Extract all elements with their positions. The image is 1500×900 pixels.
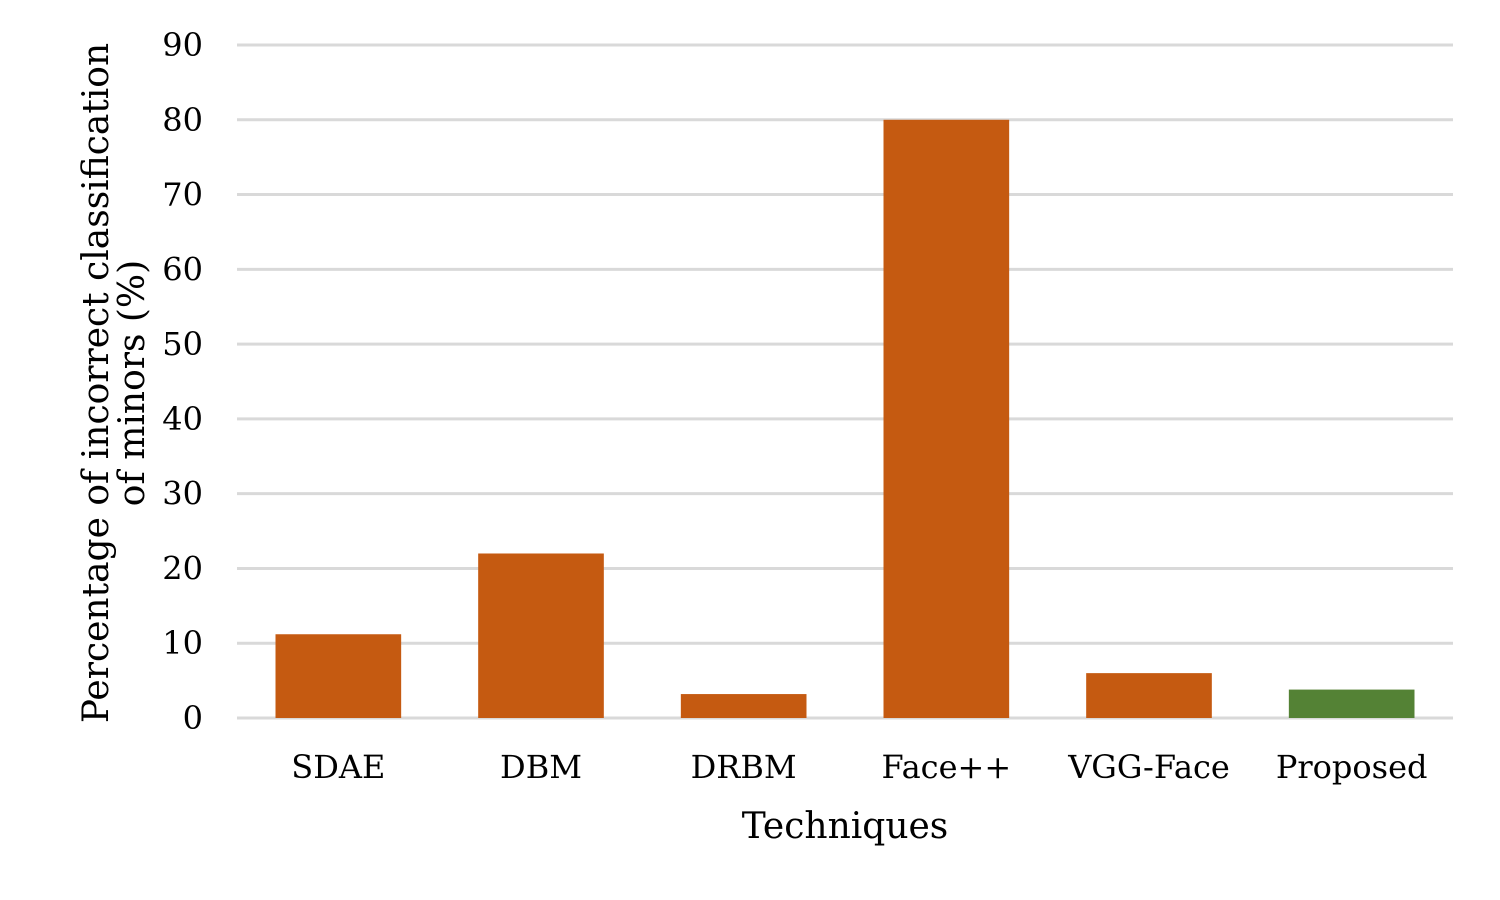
x-tick-label: DBM (500, 748, 582, 786)
y-axis-title: Percentage of incorrect classification o… (76, 43, 153, 723)
x-tick-label: SDAE (291, 748, 385, 786)
x-tick-label: Face++ (882, 748, 1012, 786)
y-tick-label: 50 (162, 325, 203, 363)
y-tick-label: 30 (162, 475, 203, 513)
y-axis-title-line-1: Percentage of incorrect classification (76, 43, 117, 723)
x-tick-label: VGG-Face (1067, 748, 1230, 786)
bar-sdae (275, 634, 402, 718)
bar-vgg-face (1086, 673, 1212, 718)
bars (275, 119, 1415, 719)
y-tick-label: 80 (162, 101, 203, 139)
bar-drbm (680, 694, 807, 718)
y-axis-ticks: 0 10 20 30 40 50 60 70 80 90 (162, 26, 203, 737)
bar-face (883, 119, 1010, 719)
y-tick-label: 20 (162, 549, 203, 587)
y-tick-label: 10 (162, 624, 203, 662)
y-tick-label: 40 (162, 400, 203, 438)
x-tick-label: DRBM (691, 748, 797, 786)
y-tick-label: 60 (162, 250, 203, 288)
y-tick-label: 70 (162, 176, 203, 214)
y-tick-label: 0 (183, 699, 203, 737)
x-tick-label: Proposed (1276, 748, 1428, 786)
y-tick-label: 90 (162, 26, 203, 64)
y-axis-title-line-2: of minors (%) (112, 260, 153, 506)
x-axis-ticks: SDAE DBM DRBM Face++ VGG-Face Proposed (291, 748, 1427, 786)
bar-proposed (1288, 689, 1415, 718)
bar-dbm (478, 553, 604, 718)
x-axis-title: Techniques (742, 806, 949, 847)
gridlines (237, 43, 1453, 720)
